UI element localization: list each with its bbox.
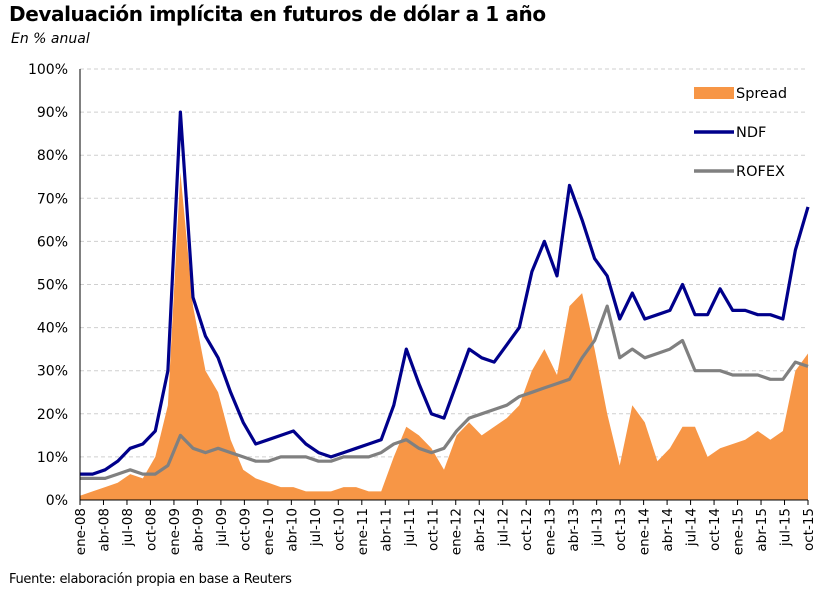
x-tick-label: abr-15 (754, 508, 770, 552)
x-tick-label: abr-10 (284, 508, 300, 552)
x-tick-label: ene-12 (449, 508, 465, 555)
x-tick-label: oct-15 (801, 508, 817, 551)
x-tick-label: jul-08 (120, 508, 136, 547)
legend-swatch-spread (694, 87, 734, 99)
y-tick-label: 60% (37, 234, 68, 250)
x-tick-label: ene-15 (731, 508, 747, 555)
y-tick-label: 10% (37, 450, 68, 466)
x-tick-label: abr-13 (566, 508, 582, 552)
legend-label-spread: Spread (736, 86, 787, 102)
y-tick-label: 0% (46, 493, 68, 509)
x-tick-label: abr-14 (660, 508, 676, 552)
x-tick-label: oct-08 (143, 508, 159, 551)
x-tick-label: ene-10 (261, 508, 277, 555)
x-tick-label: oct-11 (425, 508, 441, 551)
y-tick-label: 70% (37, 191, 68, 207)
x-tick-label: abr-09 (190, 508, 206, 552)
x-tick-label: oct-12 (519, 508, 535, 551)
x-tick-label: ene-14 (637, 508, 653, 555)
y-tick-label: 100% (28, 62, 68, 78)
y-tick-label: 90% (37, 105, 68, 121)
y-tick-label: 20% (37, 407, 68, 423)
chart-subtitle: En % anual (11, 31, 90, 47)
x-tick-label: oct-14 (707, 508, 723, 551)
series-ndf-line (80, 110, 810, 476)
x-tick-label: jul-09 (214, 508, 230, 547)
x-tick-label: jul-15 (778, 508, 794, 547)
x-tick-label: oct-09 (237, 508, 253, 551)
x-tick-label: jul-11 (402, 508, 418, 547)
y-tick-label: 40% (37, 321, 68, 337)
chart-title: Devaluación implícita en futuros de dóla… (9, 2, 546, 26)
y-tick-label: 30% (37, 364, 68, 380)
legend-label-rofex: ROFEX (736, 164, 785, 180)
y-tick-label: 80% (37, 148, 68, 164)
x-tick-label: jul-14 (684, 508, 700, 547)
y-tick-label: 50% (37, 278, 68, 294)
x-tick-label: jul-13 (590, 508, 606, 547)
series-spread-area (80, 172, 808, 500)
x-tick-label: jul-10 (308, 508, 324, 547)
source-note: Fuente: elaboración propia en base a Reu… (9, 572, 292, 587)
x-tick-label: abr-08 (96, 508, 112, 552)
x-tick-label: abr-11 (378, 508, 394, 552)
legend-label-ndf: NDF (736, 125, 766, 141)
x-tick-label: ene-13 (543, 508, 559, 555)
x-tick-label: oct-13 (613, 508, 629, 551)
x-tick-label: abr-12 (472, 508, 488, 552)
x-tick-label: jul-12 (496, 508, 512, 547)
x-tick-label: ene-11 (355, 508, 371, 555)
x-tick-label: ene-09 (167, 508, 183, 555)
x-tick-label: oct-10 (331, 508, 347, 551)
x-tick-label: ene-08 (73, 508, 89, 555)
series-rofex-line (80, 304, 809, 480)
